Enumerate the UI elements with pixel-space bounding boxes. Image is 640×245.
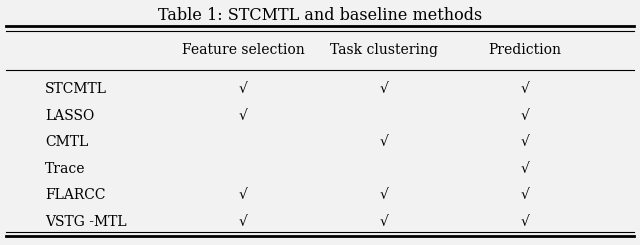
Text: √: √: [239, 188, 248, 202]
Text: √: √: [380, 135, 388, 149]
Text: √: √: [380, 188, 388, 202]
Text: √: √: [239, 109, 248, 123]
Text: √: √: [239, 82, 248, 97]
Text: Task clustering: Task clustering: [330, 43, 438, 57]
Text: √: √: [520, 82, 529, 97]
Text: √: √: [520, 135, 529, 149]
Text: Prediction: Prediction: [488, 43, 561, 57]
Text: Table 1: STCMTL and baseline methods: Table 1: STCMTL and baseline methods: [158, 7, 482, 24]
Text: Trace: Trace: [45, 162, 85, 176]
Text: √: √: [520, 162, 529, 176]
Text: FLARCC: FLARCC: [45, 188, 106, 202]
Text: √: √: [520, 215, 529, 229]
Text: √: √: [520, 109, 529, 123]
Text: √: √: [520, 188, 529, 202]
Text: STCMTL: STCMTL: [45, 82, 107, 97]
Text: √: √: [380, 82, 388, 97]
Text: Feature selection: Feature selection: [182, 43, 305, 57]
Text: VSTG -MTL: VSTG -MTL: [45, 215, 127, 229]
Text: CMTL: CMTL: [45, 135, 88, 149]
Text: √: √: [380, 215, 388, 229]
Text: LASSO: LASSO: [45, 109, 94, 123]
Text: √: √: [239, 215, 248, 229]
